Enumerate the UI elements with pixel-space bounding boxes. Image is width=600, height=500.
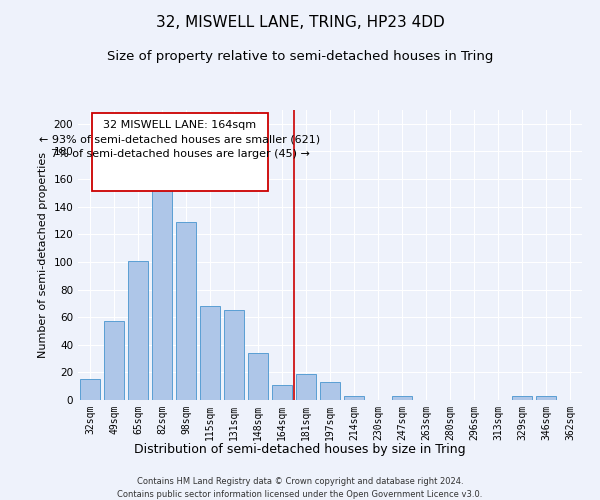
Bar xyxy=(80,380,100,400)
Bar xyxy=(512,396,532,400)
Bar xyxy=(200,306,220,400)
Bar xyxy=(296,374,316,400)
Y-axis label: Number of semi-detached properties: Number of semi-detached properties xyxy=(38,152,48,358)
Bar xyxy=(224,310,244,400)
Bar xyxy=(320,382,340,400)
Text: ← 93% of semi-detached houses are smaller (621): ← 93% of semi-detached houses are smalle… xyxy=(40,134,320,144)
Bar xyxy=(176,222,196,400)
Text: Size of property relative to semi-detached houses in Tring: Size of property relative to semi-detach… xyxy=(107,50,493,63)
FancyBboxPatch shape xyxy=(92,113,268,191)
Text: Distribution of semi-detached houses by size in Tring: Distribution of semi-detached houses by … xyxy=(134,442,466,456)
Text: 7% of semi-detached houses are larger (45) →: 7% of semi-detached houses are larger (4… xyxy=(50,149,310,159)
Bar xyxy=(536,396,556,400)
Bar xyxy=(152,184,172,400)
Bar xyxy=(104,322,124,400)
Text: Contains public sector information licensed under the Open Government Licence v3: Contains public sector information licen… xyxy=(118,490,482,499)
Text: 32 MISWELL LANE: 164sqm: 32 MISWELL LANE: 164sqm xyxy=(103,120,257,130)
Bar xyxy=(248,353,268,400)
Bar xyxy=(272,385,292,400)
Bar xyxy=(392,396,412,400)
Bar xyxy=(128,260,148,400)
Bar xyxy=(344,396,364,400)
Text: 32, MISWELL LANE, TRING, HP23 4DD: 32, MISWELL LANE, TRING, HP23 4DD xyxy=(155,15,445,30)
Text: Contains HM Land Registry data © Crown copyright and database right 2024.: Contains HM Land Registry data © Crown c… xyxy=(137,478,463,486)
